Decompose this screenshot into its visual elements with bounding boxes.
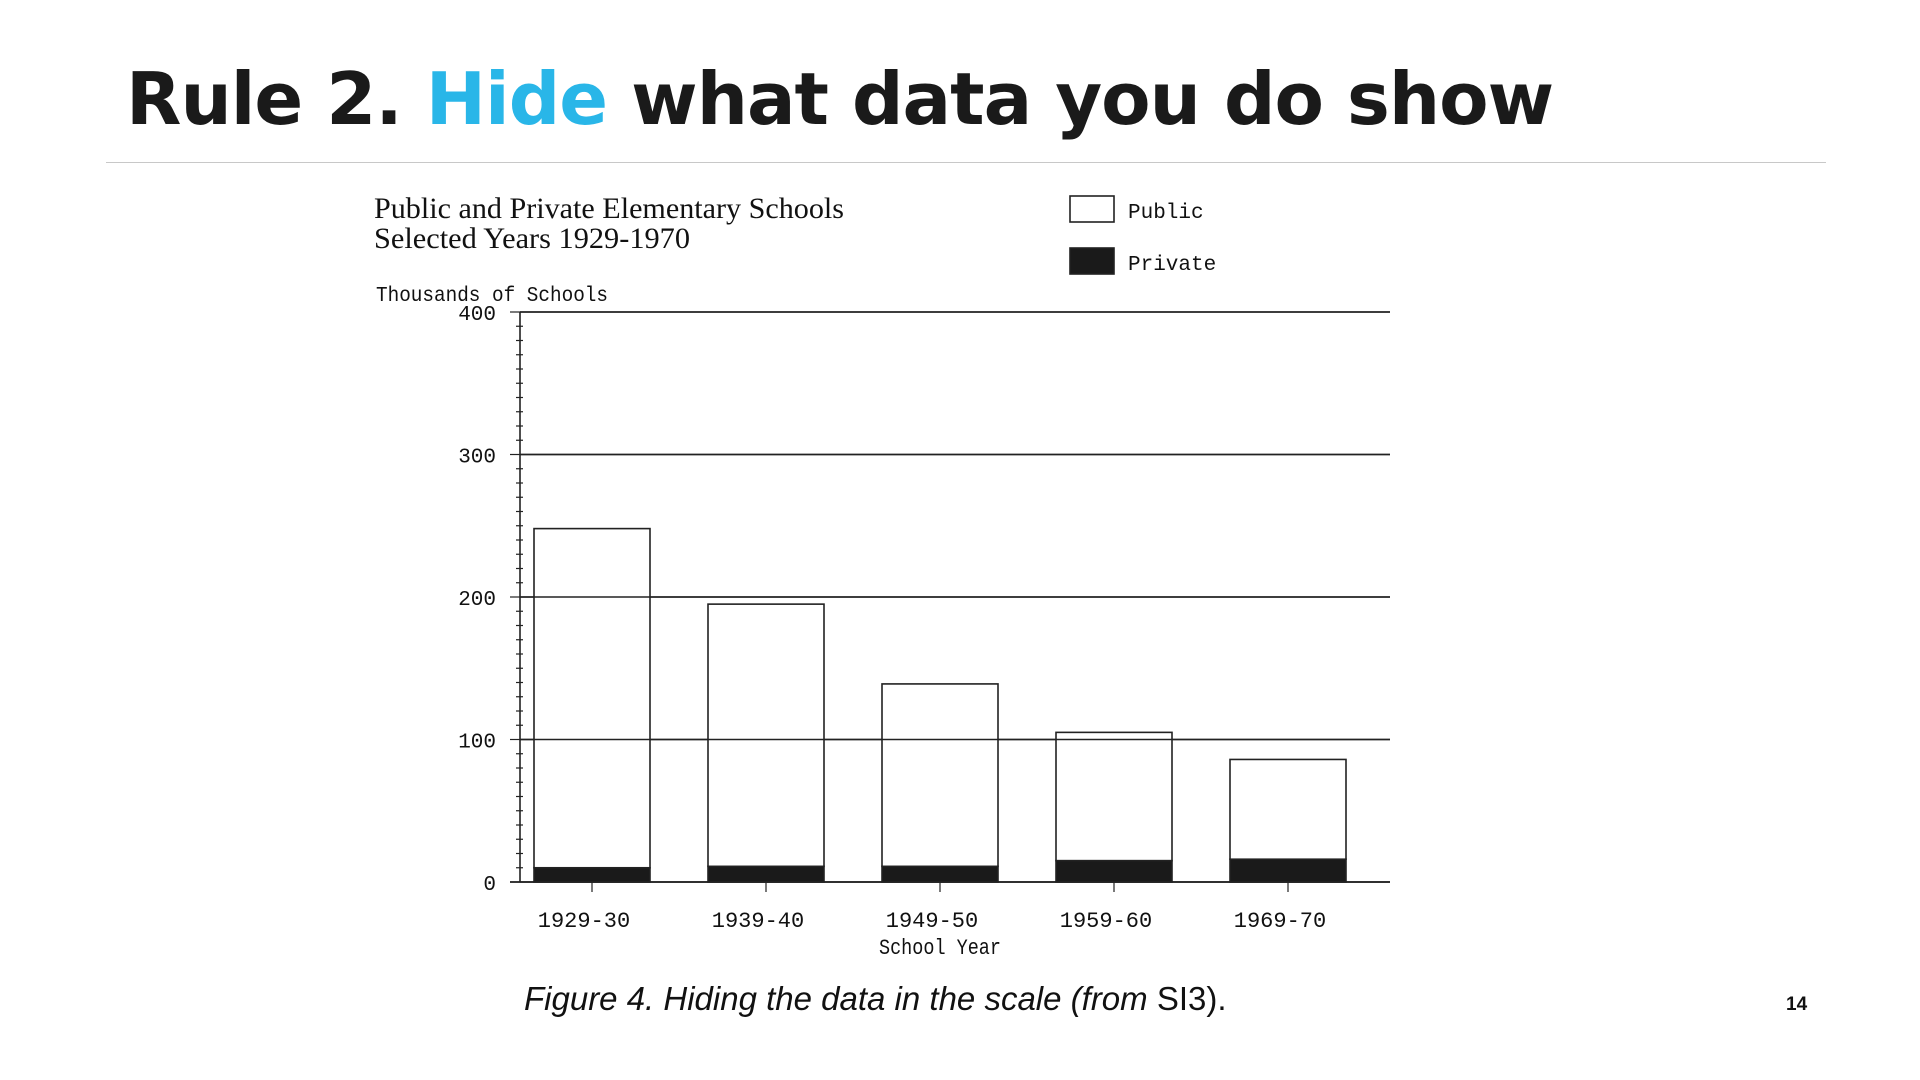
y-tick-label: 200 [458,589,496,612]
legend-label-private: Private [1128,254,1216,277]
slide-number: 14 [1786,994,1808,1015]
x-tick-label: 1959-60 [1060,909,1152,934]
x-tick-label: 1929-30 [538,909,630,934]
x-tick-label: 1969-70 [1234,909,1326,934]
bar-private [707,865,825,883]
chart: Public and Private Elementary Schools Se… [374,192,1390,961]
legend: Public Private [1069,195,1216,277]
bar-private [881,865,999,883]
bar-private [533,866,651,883]
figure-caption: Figure 4. Hiding the data in the scale (… [524,980,1227,1018]
x-tick-label: 1939-40 [712,909,804,934]
title-suffix: what data you do show [607,57,1554,141]
y-tick-label: 400 [458,304,496,327]
y-tick-label: 0 [483,874,496,897]
bar-private [1229,858,1347,883]
bar-public [1055,731,1173,862]
x-axis-label: School Year [879,936,1001,961]
bar-public [533,527,651,869]
caption-suffix: ). [1206,980,1227,1017]
legend-label-public: Public [1128,202,1204,225]
chart-subtitle: Selected Years 1929-1970 [374,222,690,255]
title-accent: Hide [425,57,608,141]
bar-public [1229,758,1347,861]
bar-public [707,603,825,868]
x-tick-label: 1949-50 [886,909,978,934]
title-divider [106,162,1826,163]
legend-swatch-public [1069,195,1115,223]
slide-title: Rule 2. Hide what data you do show [126,56,1554,142]
caption-prefix: Figure 4. Hiding the data in the scale (… [524,980,1157,1017]
chart-title: Public and Private Elementary Schools [374,192,844,225]
bar-private [1055,859,1173,883]
y-axis-label: Thousands of Schools [376,285,608,308]
bar-public [881,683,999,868]
title-prefix: Rule 2. [126,57,426,141]
y-tick-label: 100 [458,732,496,755]
bars [520,311,1390,883]
axes: 0 100 200 300 400 1929-30 1939-40 1949-50 1959-6… [458,304,1390,934]
y-tick-label: 300 [458,447,496,470]
legend-swatch-private [1069,247,1115,275]
caption-source: SI3 [1156,980,1207,1017]
